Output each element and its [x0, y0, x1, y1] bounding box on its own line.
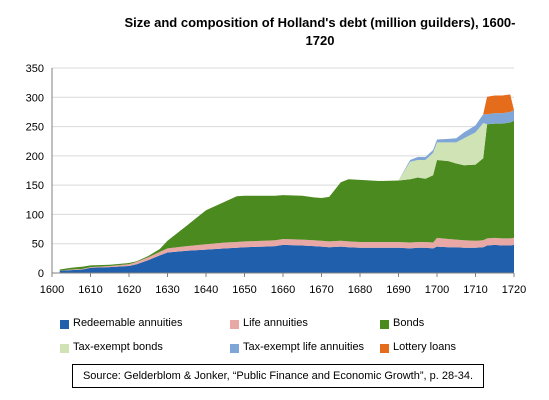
legend-label: Tax-exempt life annuities	[243, 341, 365, 353]
debt-area-chart: 0 50 100 150 200 250 300 350 1600 1610 1620 1630 164…	[26, 63, 527, 296]
y-tick-label: 350	[26, 63, 44, 75]
legend-label: Redeemable annuities	[73, 317, 183, 329]
y-tick-label: 250	[26, 122, 44, 134]
x-tick-label: 1690	[386, 284, 410, 296]
area-redeemable-annuities	[59, 244, 514, 273]
x-tick-label: 1660	[271, 284, 295, 296]
x-tick-label: 1680	[348, 284, 372, 296]
y-tick-label: 200	[26, 151, 44, 163]
chart-title-line-1: Size and composition of Holland's debt (…	[124, 15, 516, 30]
x-tick-label: 1720	[502, 284, 526, 296]
x-tick-label: 1700	[425, 284, 449, 296]
y-tick-label: 50	[32, 239, 44, 251]
legend-swatch	[60, 344, 69, 353]
y-tick-label: 0	[38, 268, 44, 280]
legend-label: Lottery loans	[393, 341, 456, 353]
area-life-annuities	[59, 237, 514, 271]
x-tick-label: 1620	[117, 284, 141, 296]
legend-label: Life annuities	[243, 317, 308, 329]
legend-swatch	[380, 344, 389, 353]
legend-swatch	[230, 344, 239, 353]
legend-label: Tax-exempt bonds	[73, 341, 163, 353]
x-tick-label: 1640	[194, 284, 218, 296]
legend-swatch	[60, 320, 69, 329]
x-tick-label: 1600	[40, 284, 64, 296]
x-tick-label: 1630	[155, 284, 179, 296]
x-tick-label: 1670	[309, 284, 333, 296]
chart-title-line-2: 1720	[305, 33, 335, 48]
legend-swatch	[380, 320, 389, 329]
x-tick-label: 1710	[463, 284, 487, 296]
source-note: Source: Gelderblom & Jonker, “Public Fin…	[72, 364, 484, 388]
legend-label: Bonds	[393, 317, 425, 329]
area-bonds	[59, 120, 514, 271]
y-tick-label: 300	[26, 92, 44, 104]
x-tick-label: 1610	[78, 284, 102, 296]
y-tick-label: 100	[26, 209, 44, 221]
x-tick-label: 1650	[232, 284, 256, 296]
y-tick-label: 150	[26, 180, 44, 192]
legend-swatch	[230, 320, 239, 329]
chart-title: Size and composition of Holland's debt (…	[100, 14, 540, 50]
